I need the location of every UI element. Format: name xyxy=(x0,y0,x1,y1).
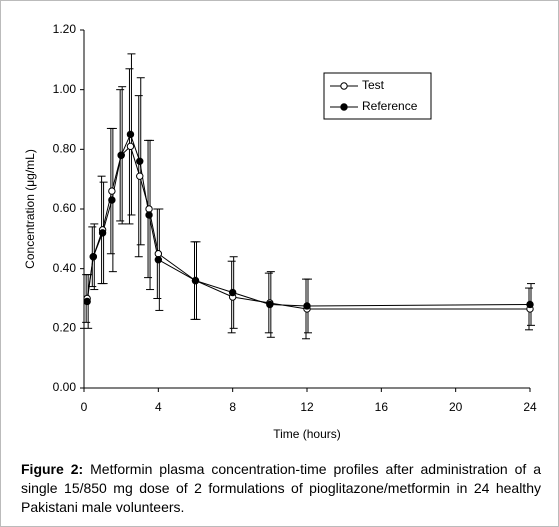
y-tick-label: 0.00 xyxy=(53,380,77,394)
marker xyxy=(303,302,311,310)
y-tick-label: 0.40 xyxy=(53,261,77,275)
x-tick-label: 8 xyxy=(229,400,236,414)
marker xyxy=(154,250,163,258)
marker xyxy=(108,196,116,204)
marker xyxy=(83,297,91,306)
marker xyxy=(154,256,163,264)
marker xyxy=(117,151,125,160)
legend-marker xyxy=(340,82,348,90)
y-tick-label: 0.80 xyxy=(53,142,77,156)
y-tick-label: 0.20 xyxy=(53,321,77,335)
x-axis-title: Time (hours) xyxy=(273,427,341,441)
marker xyxy=(136,157,144,165)
chart: Time (hours) Concentration (μg/mL) 0.00 0… xyxy=(23,22,537,441)
x-tick-label: 24 xyxy=(523,400,537,414)
x-tick-label: 0 xyxy=(81,400,88,414)
legend-box xyxy=(323,72,432,120)
marker xyxy=(136,172,144,180)
legend-label: Reference xyxy=(362,99,418,113)
x-tick-label: 20 xyxy=(449,400,463,414)
marker xyxy=(228,288,237,297)
legend-marker xyxy=(340,103,348,111)
caption: Figure 2: Metformin plasma concentration… xyxy=(21,460,541,517)
y-tick-label: 0.60 xyxy=(53,201,77,215)
marker xyxy=(191,276,200,285)
x-tick-label: 12 xyxy=(300,400,314,414)
legend-label: Test xyxy=(362,78,385,92)
x-tick-label: 4 xyxy=(155,400,162,414)
y-axis-title: Concentration (μg/mL) xyxy=(23,149,37,269)
marker xyxy=(145,211,153,219)
marker xyxy=(266,300,274,309)
marker xyxy=(126,130,135,139)
y-tick-label: 1.20 xyxy=(53,22,77,36)
caption-text: Metformin plasma concentration-time prof… xyxy=(21,461,542,515)
x-tick-label: 16 xyxy=(375,400,389,414)
marker xyxy=(526,300,534,309)
marker xyxy=(126,142,135,151)
caption-label: Figure 2: xyxy=(21,461,84,477)
marker xyxy=(89,253,97,261)
series-line xyxy=(86,133,531,307)
marker xyxy=(98,229,107,237)
marker xyxy=(108,187,116,195)
y-tick-label: 1.00 xyxy=(53,82,77,96)
marker xyxy=(145,205,153,213)
series-line xyxy=(86,145,530,310)
